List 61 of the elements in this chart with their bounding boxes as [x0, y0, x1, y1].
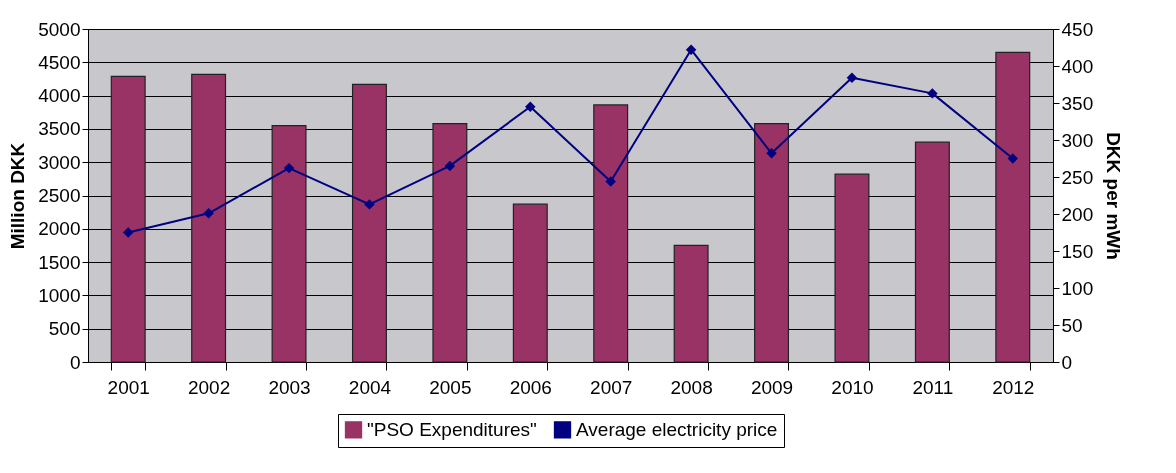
- y-tick-label: 4000: [38, 85, 81, 107]
- bar: [432, 122, 468, 363]
- y2-tick-label: 150: [1061, 240, 1094, 262]
- x-tick-label: 2002: [187, 376, 231, 398]
- bar: [512, 203, 548, 363]
- y-tick-label: 0: [69, 351, 81, 373]
- point: [605, 176, 616, 187]
- y-tick-label: 1000: [38, 284, 81, 306]
- y2-tick-label: 350: [1061, 92, 1094, 114]
- x-tick-label: 2007: [590, 376, 633, 398]
- x-tick-label: 2006: [509, 376, 552, 398]
- y2-tick-label: 300: [1061, 129, 1094, 151]
- point: [122, 227, 134, 238]
- bar: [191, 73, 227, 363]
- y-axis-title: Million DKK: [7, 142, 29, 250]
- bar: [673, 244, 709, 363]
- point: [364, 199, 375, 210]
- y-tick-label: 1500: [38, 251, 81, 273]
- bar: [593, 104, 629, 363]
- y2-tick-label: 200: [1061, 203, 1094, 225]
- legend-label: Average electricity price: [576, 418, 778, 440]
- bar: [914, 141, 950, 363]
- bar: [995, 51, 1031, 363]
- bar: [351, 83, 387, 363]
- x-tick-label: 2010: [831, 376, 874, 398]
- y2-axis-title: DKK per mWh: [1103, 132, 1125, 260]
- bar: [754, 122, 790, 363]
- point: [685, 44, 697, 55]
- y-tick-label: 3500: [38, 118, 81, 140]
- point: [846, 72, 858, 84]
- y-tick-label: 2500: [38, 185, 81, 206]
- x-tick-label: 2005: [429, 376, 472, 398]
- legend-label: "PSO Expenditures": [367, 418, 537, 440]
- point: [927, 88, 938, 99]
- y2-tick-label: 450: [1061, 18, 1094, 40]
- y-tick-label: 2000: [38, 218, 81, 240]
- x-tick-label: 2004: [348, 376, 392, 398]
- point: [525, 101, 536, 112]
- y-tick-label: 500: [48, 318, 81, 340]
- point: [203, 208, 214, 219]
- y-tick-label: 3000: [38, 151, 81, 173]
- x-tick-label: 2008: [670, 376, 713, 398]
- x-tick-label: 2003: [268, 376, 311, 398]
- x-tick-label: 2011: [912, 376, 954, 398]
- point: [444, 160, 456, 172]
- y2-tick-label: 250: [1061, 166, 1094, 188]
- x-tick-label: 2012: [992, 376, 1035, 398]
- point: [766, 148, 777, 159]
- y2-tick-label: 50: [1061, 314, 1083, 336]
- point: [1007, 153, 1019, 164]
- y2-tick-label: 400: [1061, 55, 1094, 77]
- x-tick-label: 2009: [750, 376, 794, 398]
- bar: [110, 75, 146, 363]
- y-tick-label: 4500: [38, 51, 81, 73]
- x-tick-label: 2001: [107, 376, 150, 398]
- point: [283, 162, 295, 174]
- y-tick-label: 5000: [38, 18, 81, 40]
- bar: [271, 124, 307, 363]
- y2-tick-label: 0: [1061, 351, 1073, 373]
- bar: [834, 173, 870, 363]
- y2-tick-label: 100: [1061, 277, 1094, 299]
